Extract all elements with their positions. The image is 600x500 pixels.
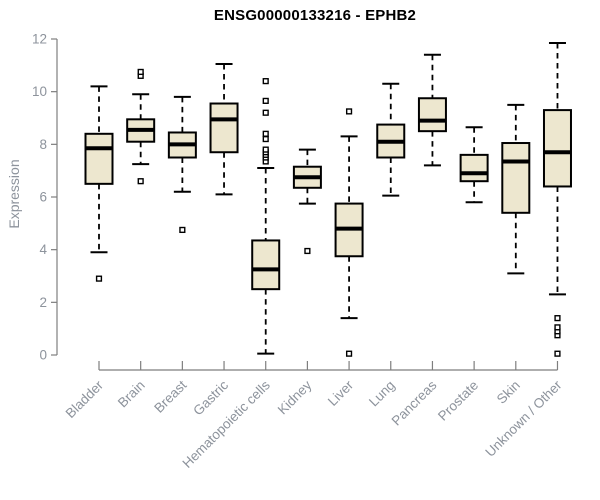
box-lung [376,82,406,197]
box-prostate [459,126,489,204]
outlier-point [137,178,144,185]
x-tick-label: Gastric [190,377,231,418]
y-tick-label: 6 [39,190,47,205]
y-tick-label: 2 [39,295,47,310]
outlier-point [262,146,269,153]
box-liver [334,108,364,357]
y-tick-label: 12 [32,32,47,47]
x-tick-label: Skin [494,378,523,407]
x-tick-label: Bladder [63,377,107,421]
box-kidney [292,148,322,255]
box-gastric [209,63,239,196]
outlier-point [262,109,269,116]
outlier-point [345,108,353,115]
outlier-point [262,78,269,85]
outlier-point [304,247,311,255]
box-breast [167,95,197,234]
outlier-point [262,97,269,104]
x-tick-label: Unknown / Other [482,377,565,460]
outlier-point [554,324,561,331]
y-tick-label: 4 [39,242,47,257]
chart-title: ENSG00000133216 - EPHB2 [213,7,417,24]
outlier-point [137,68,144,76]
box-pancreas [417,53,447,167]
outlier-point [554,315,561,322]
x-tick-label: Kidney [275,377,315,417]
box-hematopoietic-cells [251,78,281,355]
y-tick-label: 8 [39,137,47,152]
outlier-point [179,226,186,234]
box-bladder [84,85,114,282]
x-tick-label: Pancreas [389,377,440,428]
outlier-point [95,275,103,282]
box-unknown-other [542,41,572,357]
x-tick-label: Brain [115,378,148,411]
outlier-point [262,130,269,137]
outlier-point [554,350,561,357]
y-axis: 0 2 4 6 8 10 12 [32,32,58,363]
y-tick-label: 10 [32,84,47,99]
y-tick-label: 0 [39,348,47,363]
box-brain [126,68,156,185]
x-tick-label: Liver [325,377,357,409]
x-tick-label: Prostate [435,378,481,424]
box-skin [501,103,531,275]
outlier-point [345,350,353,357]
outlier-point [262,135,269,143]
x-tick-label: Lung [366,378,398,410]
x-tick-label: Breast [151,377,189,415]
